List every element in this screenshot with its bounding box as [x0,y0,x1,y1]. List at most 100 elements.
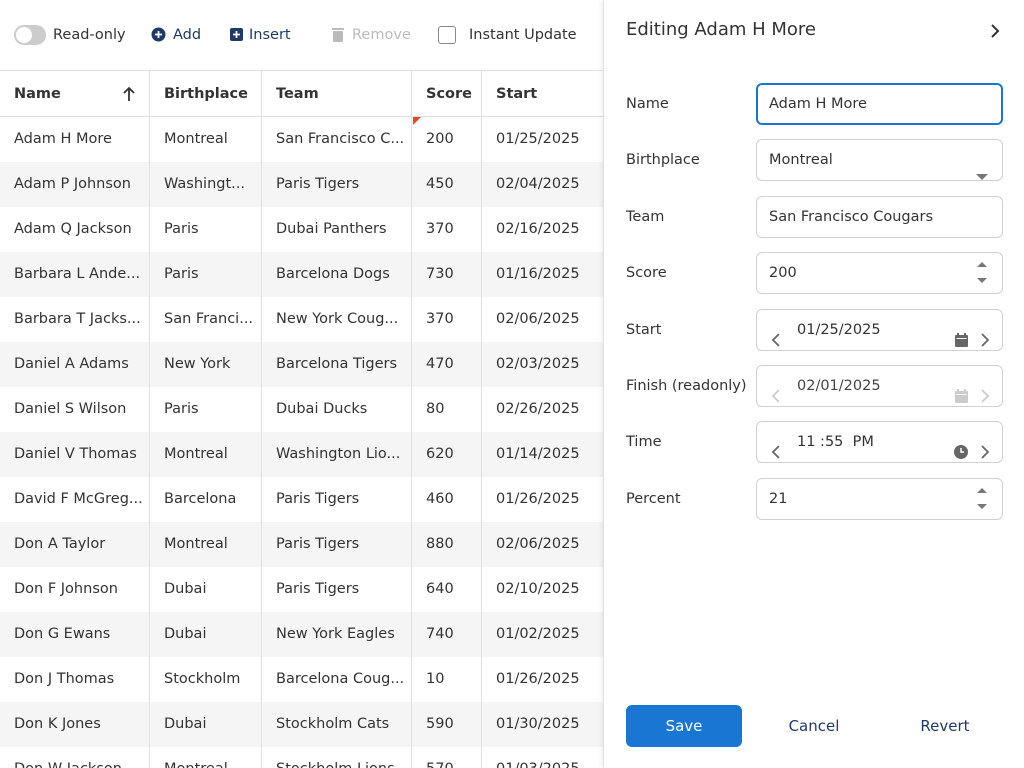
grid-cell[interactable]: 730 [412,252,482,297]
grid-cell[interactable]: Barcelona [150,477,262,522]
add-icon[interactable] [151,27,166,42]
grid-cell[interactable]: Stockholm Lions [262,747,412,768]
grid-cell[interactable]: Daniel S Wilson [0,387,150,432]
column-header[interactable]: Birthplace [150,71,262,117]
grid-cell[interactable]: David F McGreg... [0,477,150,522]
grid-cell[interactable]: 200 [412,117,482,162]
grid-row[interactable]: Barbara T Jacks... San Franci... New York … [0,297,603,342]
grid-cell[interactable]: 01/16/2025 [482,252,603,297]
grid-cell[interactable]: New York Eagles [262,612,412,657]
grid-cell[interactable]: 02/06/2025 [482,522,603,567]
grid-row[interactable]: Barbara L Ande... Paris Barcelona Dogs 730 0… [0,252,603,297]
grid-cell[interactable]: Dubai Panthers [262,207,412,252]
spinner[interactable] [976,261,988,301]
grid-cell[interactable]: Barcelona Dogs [262,252,412,297]
grid-cell[interactable]: Paris [150,252,262,297]
grid-cell[interactable]: Don J Thomas [0,657,150,702]
grid-cell[interactable]: Don A Taylor [0,522,150,567]
grid-cell[interactable]: 02/06/2025 [482,297,603,342]
grid-cell[interactable]: Montreal [150,117,262,162]
field-input[interactable]: 200 [756,252,1003,295]
field-input[interactable]: 11 :55 PM [756,421,1003,464]
grid-cell[interactable]: Dubai [150,612,262,657]
grid-row[interactable]: Daniel A Adams New York Barcelona Tigers 47… [0,342,603,387]
grid-cell[interactable]: Adam P Johnson [0,162,150,207]
grid-cell[interactable]: 02/10/2025 [482,567,603,612]
column-header[interactable]: Score [412,71,482,117]
grid-cell[interactable]: Don F Johnson [0,567,150,612]
grid-cell[interactable]: Adam H More [0,117,150,162]
save-button[interactable]: Save [626,705,742,747]
grid-row[interactable]: Daniel V Thomas Montreal Washington Lio...… [0,432,603,477]
grid-cell[interactable]: Don G Ewans [0,612,150,657]
grid-cell[interactable]: 370 [412,297,482,342]
grid-cell[interactable]: San Francisco C... [262,117,412,162]
grid-cell[interactable]: Stockholm [150,657,262,702]
grid-row[interactable]: Don G Ewans Dubai New York Eagles 740 01/02/… [0,612,603,657]
field-input[interactable]: San Francisco Cougars [756,195,1003,238]
grid-cell[interactable]: 590 [412,702,482,747]
spinner[interactable] [976,487,988,527]
revert-button[interactable]: Revert [920,717,970,735]
field-input[interactable]: Montreal [756,139,1003,182]
grid-row[interactable]: Adam P Johnson Washingt... Paris Tigers 450… [0,162,603,207]
grid-cell[interactable]: 880 [412,522,482,567]
grid-cell[interactable]: 460 [412,477,482,522]
close-editor[interactable] [989,23,1001,39]
next-button[interactable] [980,435,990,475]
grid-cell[interactable]: 370 [412,207,482,252]
grid-cell[interactable]: Paris Tigers [262,522,412,567]
grid-cell[interactable]: 02/26/2025 [482,387,603,432]
grid-cell[interactable]: San Franci... [150,297,262,342]
grid-cell[interactable]: 450 [412,162,482,207]
grid-cell[interactable]: 740 [412,612,482,657]
grid-cell[interactable]: 01/14/2025 [482,432,603,477]
grid-cell[interactable]: 470 [412,342,482,387]
grid-cell[interactable]: 01/30/2025 [482,702,603,747]
grid-cell[interactable]: 02/04/2025 [482,162,603,207]
column-header[interactable]: Team [262,71,412,117]
grid-cell[interactable]: 570 [412,747,482,768]
grid-row[interactable]: Daniel S Wilson Paris Dubai Ducks 80 02/26/2… [0,387,603,432]
grid-cell[interactable]: New York Coug... [262,297,412,342]
grid-cell[interactable]: Daniel V Thomas [0,432,150,477]
grid-cell[interactable]: 01/26/2025 [482,657,603,702]
column-header[interactable]: Name [0,71,150,117]
field-input[interactable]: Adam H More [756,83,1003,125]
field-input[interactable]: 01/25/2025 [756,308,1003,351]
grid-row[interactable]: Don J Thomas Stockholm Barcelona Coug... 10… [0,657,603,702]
grid-cell[interactable]: 10 [412,657,482,702]
grid-cell[interactable]: Don K Jones [0,702,150,747]
grid-row[interactable]: Adam Q Jackson Paris Dubai Panthers 370 02/1… [0,207,603,252]
grid-cell[interactable]: Dubai [150,702,262,747]
grid-cell[interactable]: Barbara L Ande... [0,252,150,297]
grid-cell[interactable]: Paris Tigers [262,162,412,207]
grid-row[interactable]: Adam H More Montreal San Francisco C... 200… [0,117,603,162]
calendar-icon[interactable] [955,323,968,363]
grid-cell[interactable]: Dubai Ducks [262,387,412,432]
grid-cell[interactable]: Montreal [150,432,262,477]
clock-icon[interactable] [954,435,968,475]
instant-update-checkbox[interactable] [438,26,456,44]
prev-button[interactable] [771,435,781,475]
readonly-toggle[interactable] [14,25,46,45]
grid-cell[interactable]: Stockholm Cats [262,702,412,747]
grid-cell[interactable]: 02/03/2025 [482,342,603,387]
grid-cell[interactable]: Montreal [150,522,262,567]
sort-icon[interactable] [122,86,136,106]
prev-button[interactable] [771,323,781,363]
grid-cell[interactable]: Adam Q Jackson [0,207,150,252]
grid-cell[interactable]: Paris [150,387,262,432]
field-input[interactable]: 21 [756,477,1003,520]
grid-cell[interactable]: 01/03/2025 [482,747,603,768]
add-button[interactable]: Add [173,27,202,43]
grid-cell[interactable]: Paris Tigers [262,477,412,522]
grid-cell[interactable]: Paris [150,207,262,252]
insert-icon[interactable] [230,28,243,41]
grid-cell[interactable]: 01/26/2025 [482,477,603,522]
grid-cell[interactable]: Dubai [150,567,262,612]
insert-button[interactable]: Insert [249,27,291,43]
grid-cell[interactable]: Daniel A Adams [0,342,150,387]
grid-cell[interactable]: Don W Jackson [0,747,150,768]
grid-row[interactable]: Don K Jones Dubai Stockholm Cats 590 01/30/2… [0,702,603,747]
